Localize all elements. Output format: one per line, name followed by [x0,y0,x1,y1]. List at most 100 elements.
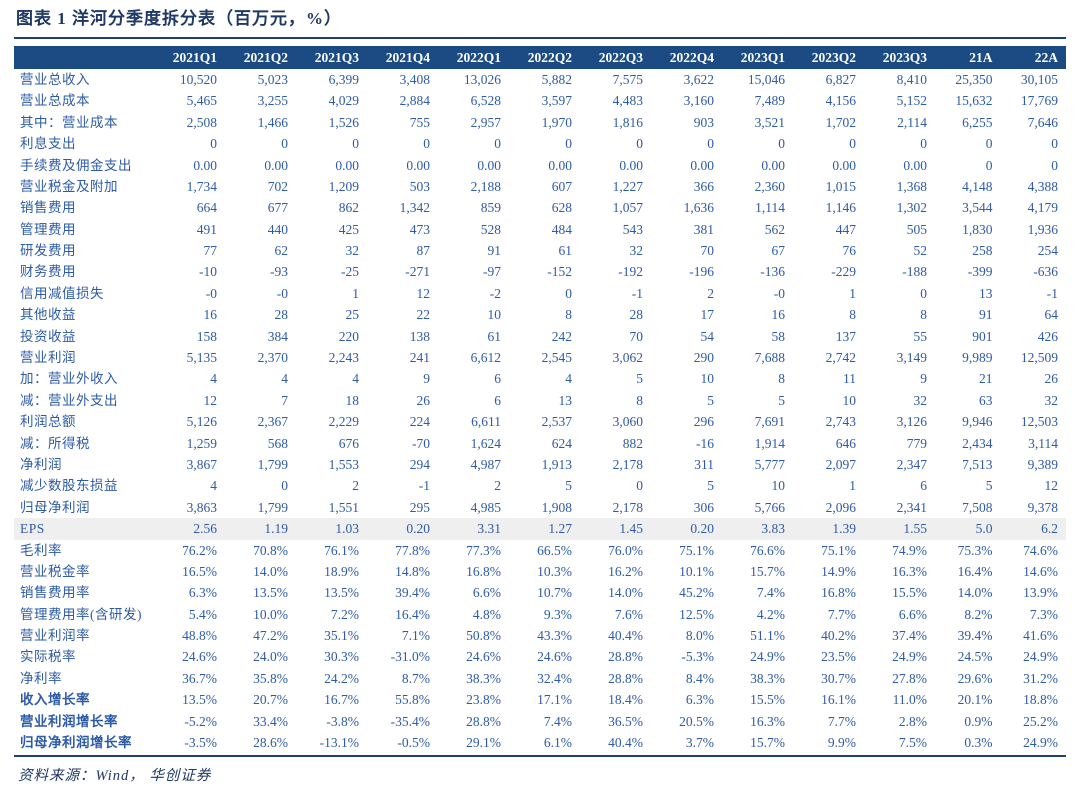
cell-value: 32.4% [537,670,572,686]
cell-value: 0.3% [964,735,993,751]
cell-value: 26 [1044,371,1059,387]
cell-value: 4 [210,371,217,387]
cell-value: -93 [270,264,288,280]
cell-value: 24.9% [750,649,785,665]
cell-value: 0 [565,136,572,152]
column-header: 22A [1000,46,1066,69]
cell-value: 9,989 [962,350,993,366]
cell-value: 12.5% [679,606,714,622]
cell-value: 74.9% [892,542,927,558]
cell-value: 5.0 [935,518,1001,540]
cell-value: 3,408 [399,71,430,87]
cell-value: 1,466 [257,114,288,130]
figure-title: 图表 1 洋河分季度拆分表（百万元，%） [16,9,342,28]
cell-value: 1,799 [257,456,288,472]
row-label: 减：营业外支出 [20,392,118,408]
cell-value: 51.1% [750,628,785,644]
cell-value: 3.31 [438,518,509,540]
cell-value: 28.8% [466,713,501,729]
cell-value: 7,646 [1027,114,1058,130]
cell-value: -97 [483,264,501,280]
cell-value: 16.3% [750,713,785,729]
cell-value: -196 [689,264,714,280]
cell-value: 17 [700,307,715,323]
cell-value: 646 [835,435,856,451]
cell-value: 6 [494,371,501,387]
cell-value: 426 [1037,328,1058,344]
cell-value: -13.1% [319,735,359,751]
cell-value: 47.2% [253,628,288,644]
cell-value: 55 [913,328,928,344]
column-header: 21A [935,46,1001,69]
cell-value: 7.3% [1029,606,1058,622]
cell-value: 2,957 [470,114,501,130]
cell-value: 13.5% [324,585,359,601]
cell-value: 294 [409,456,430,472]
row-label: EPS [14,518,154,540]
cell-value: 2,508 [186,114,217,130]
cell-value: 5 [707,392,714,408]
cell-value: 38.3% [466,670,501,686]
cell-value: 15,632 [955,93,993,109]
cell-value: 9 [920,371,927,387]
cell-value: 3,622 [683,71,714,87]
cell-value: 70 [629,328,644,344]
table-row: 研发费用 77 62 32 87 91 61 32 70 67 76 52 258 254 [14,240,1066,261]
cell-value: 2.56 [154,518,225,540]
cell-value: 0.00 [406,157,430,173]
cell-value: 7 [281,392,288,408]
cell-value: 0 [920,136,927,152]
cell-value: 4 [281,371,288,387]
cell-value: 6,255 [962,114,993,130]
cell-value: 5,882 [541,71,572,87]
cell-value: 3,060 [612,414,643,430]
cell-value: 40.4% [608,628,643,644]
cell-value: 13,026 [463,71,501,87]
cell-value: 568 [267,435,288,451]
column-header: 2022Q2 [509,46,580,69]
cell-value: 24.9% [1023,649,1058,665]
cell-value: 24.9% [1023,735,1058,751]
cell-value: 26 [416,392,431,408]
cell-value: -636 [1033,264,1058,280]
cell-value: 4.2% [756,606,785,622]
cell-value: 13.9% [1023,585,1058,601]
cell-value: 75.3% [957,542,993,558]
cell-value: 1,734 [186,178,217,194]
cell-value: 67 [771,243,786,259]
cell-value: 3,160 [683,93,714,109]
row-label: 净利润 [20,456,62,472]
cell-value: 1,914 [754,435,785,451]
cell-value: 7,508 [962,499,993,515]
table-row: 营业总收入 10,520 5,023 6,399 3,408 13,026 5,882 7,5… [14,69,1066,90]
cell-value: -0 [205,285,217,301]
cell-value: 1.45 [580,518,651,540]
table-row: 收入增长率 13.5% 20.7% 16.7% 55.8% 23.8% 17.1% 18.4%… [14,689,1066,710]
cell-value: 676 [338,435,359,451]
row-label: 加：营业外收入 [20,371,118,387]
cell-value: -0.5% [397,735,430,751]
cell-value: -136 [760,264,785,280]
cell-value: 1.03 [296,518,367,540]
cell-value: 18.8% [1023,692,1058,708]
cell-value: 2,178 [612,499,643,515]
cell-value: 7.6% [614,606,643,622]
table-row: 手续费及佣金支出 0.00 0.00 0.00 0.00 0.00 0.00 0.00 0.00… [14,155,1066,176]
row-label: 其中：营业成本 [20,114,118,130]
cell-value: 76.0% [608,542,643,558]
cell-value: 4,987 [470,456,501,472]
cell-value: 16.2% [608,563,643,579]
cell-value: 8.4% [685,670,714,686]
cell-value: 1,146 [825,200,856,216]
cell-value: 43.3% [537,628,572,644]
cell-value: 3,255 [257,93,288,109]
cell-value: 2,341 [896,499,927,515]
cell-value: 20.1% [957,692,993,708]
table-row: 毛利率 76.2% 70.8% 76.1% 77.8% 77.3% 66.5% 76.0% 75… [14,540,1066,561]
cell-value: 5 [707,478,714,494]
table-row: 财务费用 -10 -93 -25 -271 -97 -152 -192 -196 -136 -229… [14,262,1066,283]
cell-value: 2,434 [962,435,993,451]
cell-value: 28 [274,307,289,323]
cell-value: 24.0% [253,649,288,665]
cell-value: 6,827 [825,71,856,87]
